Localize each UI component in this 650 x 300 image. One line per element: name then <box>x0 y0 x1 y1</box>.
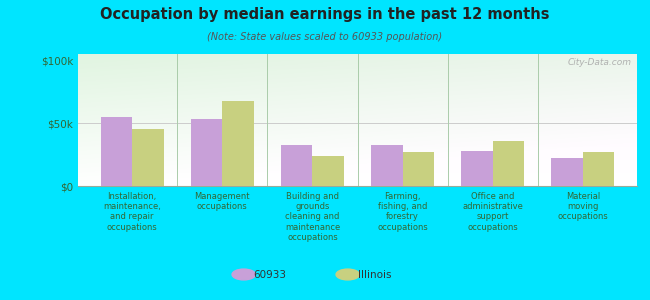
Bar <box>222 100 254 186</box>
Bar <box>190 119 222 186</box>
Text: (Note: State values scaled to 60933 population): (Note: State values scaled to 60933 popu… <box>207 32 443 41</box>
Bar <box>101 117 132 186</box>
Bar <box>371 145 402 186</box>
Bar <box>132 129 164 186</box>
Bar <box>313 156 344 186</box>
Text: 60933: 60933 <box>254 269 287 280</box>
Bar <box>281 145 313 186</box>
Bar <box>493 141 525 186</box>
Text: Illinois: Illinois <box>358 269 391 280</box>
Bar <box>462 151 493 186</box>
Text: Occupation by median earnings in the past 12 months: Occupation by median earnings in the pas… <box>100 8 550 22</box>
Bar <box>402 152 434 186</box>
Text: City-Data.com: City-Data.com <box>567 58 631 67</box>
Bar <box>583 152 614 186</box>
Bar <box>551 158 583 186</box>
